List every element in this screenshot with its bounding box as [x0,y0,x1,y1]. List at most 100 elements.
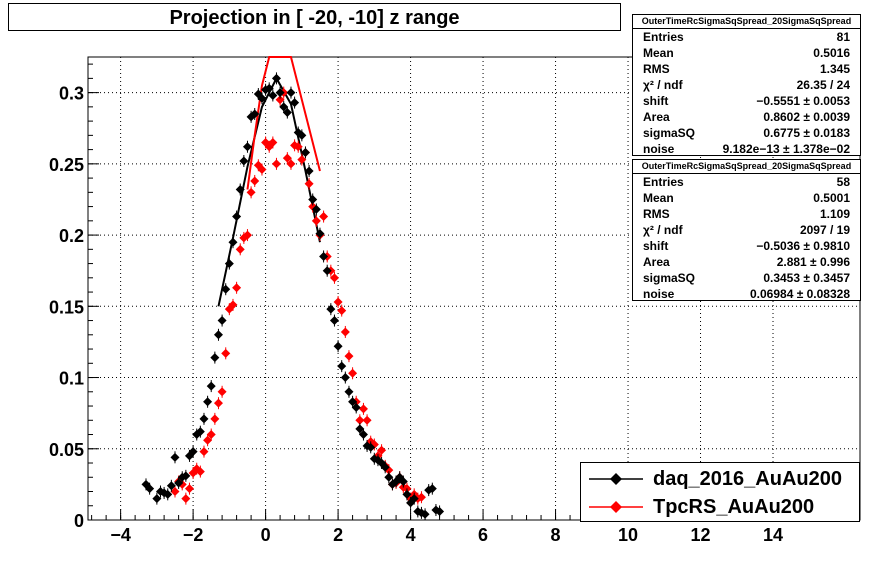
x-tick-label: 12 [691,525,711,545]
data-point [355,415,365,425]
x-tick-label: 0 [261,525,271,545]
x-tick-label: 14 [763,525,783,545]
stats-row: RMS 1.109 [633,206,860,222]
stats-row: χ² / ndf 26.35 / 24 [633,77,860,93]
data-point [311,216,321,226]
stats-label: noise [643,287,675,301]
stats-header: OuterTimeRcSigmaSqSpread_20SigmaSqSpread [633,160,860,174]
y-tick-label: 0.1 [59,369,84,389]
legend-marker-daq [589,473,643,485]
stats-row: Mean 0.5001 [633,190,860,206]
data-point [362,415,372,425]
data-point [221,348,231,358]
stats-value: 2097 / 19 [799,223,850,237]
data-point [297,130,307,140]
data-point [268,90,278,100]
stats-value: 0.06984 ± 0.08328 [749,287,850,301]
data-points [141,72,445,521]
y-tick-label: 0.05 [49,440,84,460]
stats-value: 0.8602 ± 0.0039 [763,110,850,124]
data-point [358,430,368,440]
chart-title: Projection in [ -20, -10] z range [8,3,621,31]
data-point [275,88,285,98]
data-point [380,462,390,472]
data-point [210,414,220,424]
data-point [315,229,325,239]
data-point [337,361,347,371]
data-point [257,165,267,175]
data-point [409,494,419,504]
stats-label: Mean [643,191,674,205]
data-point [286,88,296,98]
data-point [402,489,412,499]
fit-curves [217,56,321,307]
data-point [206,430,216,440]
stats-row: shift −0.5036 ± 0.9810 [633,238,860,254]
data-point [290,98,300,108]
data-point [355,424,365,434]
stats-label: RMS [643,62,670,76]
data-point [435,506,445,516]
x-tick-label: 6 [478,525,488,545]
stats-value: 2.881 ± 0.996 [776,255,850,269]
data-point [166,481,176,491]
stats-row: sigmaSQ 0.3453 ± 0.3457 [633,270,860,286]
data-point [340,373,350,383]
stats-label: sigmaSQ [643,271,696,285]
x-tick-label: −4 [110,525,131,545]
data-point [145,484,155,494]
stats-value: 1.109 [819,207,850,221]
stats-value: 58 [836,175,850,189]
data-point [213,398,223,408]
data-point [308,194,318,204]
stats-label: shift [643,94,669,108]
data-point [246,187,256,197]
data-point [348,397,358,407]
data-point [242,142,252,152]
data-point [232,212,242,222]
x-tick-label: 8 [551,525,561,545]
data-point [199,447,209,457]
data-point [188,447,198,457]
data-point [344,387,354,397]
data-point [384,472,394,482]
stats-box-daq: OuterTimeRcSigmaSqSpread_20SigmaSqSpread… [632,14,861,156]
stats-label: χ² / ndf [643,78,683,92]
data-point [333,341,343,351]
data-point [398,477,408,487]
data-point [203,435,213,445]
data-point [221,284,231,294]
data-point [170,487,180,497]
data-point [300,147,310,157]
data-point [163,489,173,499]
stats-value: −0.5551 ± 0.0053 [756,94,850,108]
data-point [282,108,292,118]
stats-label: Entries [643,175,684,189]
data-point [416,492,426,502]
x-tick-label: −2 [183,525,204,545]
stats-label: Area [643,110,670,124]
y-tick-label: 0.3 [59,84,84,104]
data-point [282,153,292,163]
data-point [217,316,227,326]
stats-header: OuterTimeRcSigmaSqSpread_20SigmaSqSpread [633,15,860,29]
data-point [195,467,205,477]
data-point [174,478,184,488]
data-point [297,155,307,165]
data-point [217,387,227,397]
data-point [210,353,220,363]
data-point [286,159,296,169]
data-point [250,109,260,119]
data-point [239,156,249,166]
data-point [427,484,437,494]
legend-entry-daq: daq_2016_AuAu200 [581,465,859,493]
stats-row: RMS 1.345 [633,61,860,77]
stats-row: Mean 0.5016 [633,45,860,61]
stats-value: 0.6775 ± 0.0183 [763,126,850,140]
data-point [293,142,303,152]
fit-curve-1 [246,56,321,190]
data-point [228,237,238,247]
data-point [184,484,194,494]
stats-row: Entries 58 [633,174,860,190]
legend-label-tpcrs: TpcRS_AuAu200 [653,496,815,518]
